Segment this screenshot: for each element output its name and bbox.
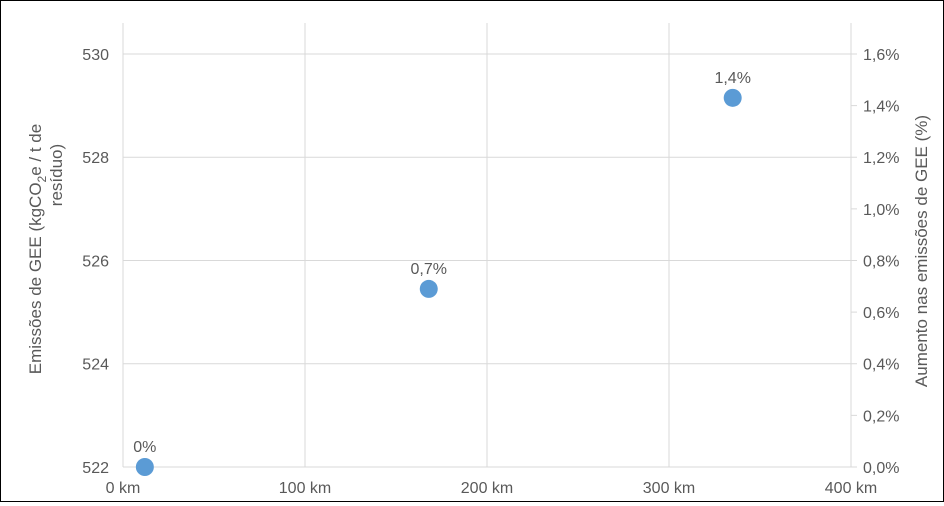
y-right-tick-label: 1,6% — [863, 47, 899, 64]
y-right-tick-label: 0,2% — [863, 408, 899, 425]
data-point — [723, 88, 742, 107]
y-left-tick-label: 524 — [82, 357, 109, 374]
y-right-tick-label: 0,0% — [863, 460, 899, 477]
y-right-tick-label: 0,6% — [863, 305, 899, 322]
data-point — [135, 458, 154, 476]
y-right-tick-label: 1,2% — [863, 150, 899, 167]
y-left-title-subscript: 2 — [35, 175, 49, 182]
x-axis-ticks: 0 km 100 km 200 km 300 km 400 km — [106, 480, 878, 497]
x-tick-label: 200 km — [461, 480, 513, 497]
y-left-axis-title: Emissões de GEE (kgCO2e / t de — [26, 124, 49, 374]
y-right-tick-label: 0,4% — [863, 357, 899, 374]
y-right-tick-label: 1,0% — [863, 202, 899, 219]
y-left-tick-label: 522 — [82, 460, 109, 477]
y-right-axis-title: Aumento nas emissões de GEE (%) — [912, 115, 931, 387]
y-left-title-suffix: e / t de — [26, 124, 45, 176]
y-right-tick-label: 0,8% — [863, 253, 899, 270]
x-tick-label: 100 km — [279, 480, 331, 497]
data-label: 0% — [133, 439, 156, 456]
y-left-axis-title-line2: resíduo) — [47, 144, 66, 206]
data-label: 1,4% — [714, 70, 750, 87]
data-labels: 0% 0,7% 1,4% — [133, 70, 751, 456]
grid-lines — [122, 23, 857, 468]
x-tick-label: 300 km — [643, 480, 695, 497]
y-left-title-prefix: Emissões de GEE (kgCO — [26, 182, 45, 374]
y-left-tick-label: 528 — [82, 150, 109, 167]
y-left-tick-label: 530 — [82, 47, 109, 64]
y-left-axis-ticks: 522 524 526 528 530 — [82, 47, 109, 477]
x-tick-label: 0 km — [106, 480, 141, 497]
data-points — [135, 88, 742, 476]
y-right-tick-label: 1,4% — [863, 99, 899, 116]
y-right-axis-ticks: 0,0% 0,2% 0,4% 0,6% 0,8% 1,0% 1,2% 1,4% 1,6% — [863, 47, 899, 477]
x-tick-label: 400 km — [825, 480, 877, 497]
data-point — [419, 279, 438, 298]
y-left-tick-label: 526 — [82, 253, 109, 270]
data-label: 0,7% — [411, 261, 447, 278]
